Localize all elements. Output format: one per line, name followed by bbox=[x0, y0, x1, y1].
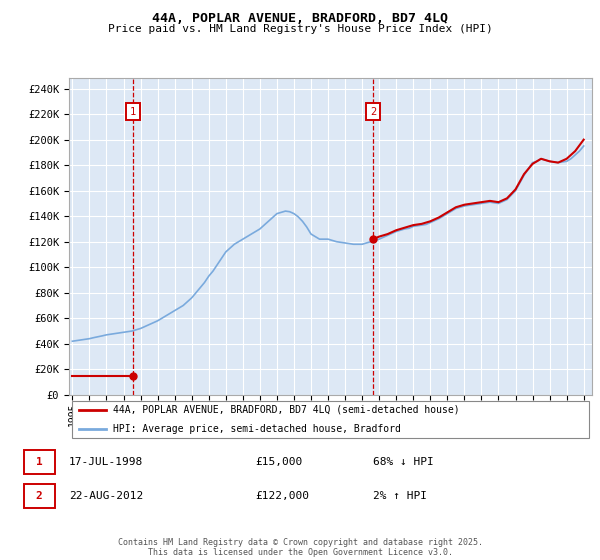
FancyBboxPatch shape bbox=[23, 484, 55, 508]
FancyBboxPatch shape bbox=[71, 401, 589, 438]
Text: £15,000: £15,000 bbox=[255, 457, 302, 467]
Text: 22-AUG-2012: 22-AUG-2012 bbox=[69, 491, 143, 501]
Text: 17-JUL-1998: 17-JUL-1998 bbox=[69, 457, 143, 467]
Text: 44A, POPLAR AVENUE, BRADFORD, BD7 4LQ: 44A, POPLAR AVENUE, BRADFORD, BD7 4LQ bbox=[152, 12, 448, 25]
FancyBboxPatch shape bbox=[23, 450, 55, 474]
Text: Contains HM Land Registry data © Crown copyright and database right 2025.
This d: Contains HM Land Registry data © Crown c… bbox=[118, 538, 482, 557]
Text: HPI: Average price, semi-detached house, Bradford: HPI: Average price, semi-detached house,… bbox=[113, 424, 401, 434]
Text: 1: 1 bbox=[36, 457, 43, 467]
Text: 2: 2 bbox=[36, 491, 43, 501]
Text: 2% ↑ HPI: 2% ↑ HPI bbox=[373, 491, 427, 501]
Text: 68% ↓ HPI: 68% ↓ HPI bbox=[373, 457, 434, 467]
Text: 1: 1 bbox=[130, 106, 136, 116]
Text: £122,000: £122,000 bbox=[255, 491, 309, 501]
Text: 44A, POPLAR AVENUE, BRADFORD, BD7 4LQ (semi-detached house): 44A, POPLAR AVENUE, BRADFORD, BD7 4LQ (s… bbox=[113, 405, 460, 415]
Text: 2: 2 bbox=[370, 106, 376, 116]
Text: Price paid vs. HM Land Registry's House Price Index (HPI): Price paid vs. HM Land Registry's House … bbox=[107, 24, 493, 34]
